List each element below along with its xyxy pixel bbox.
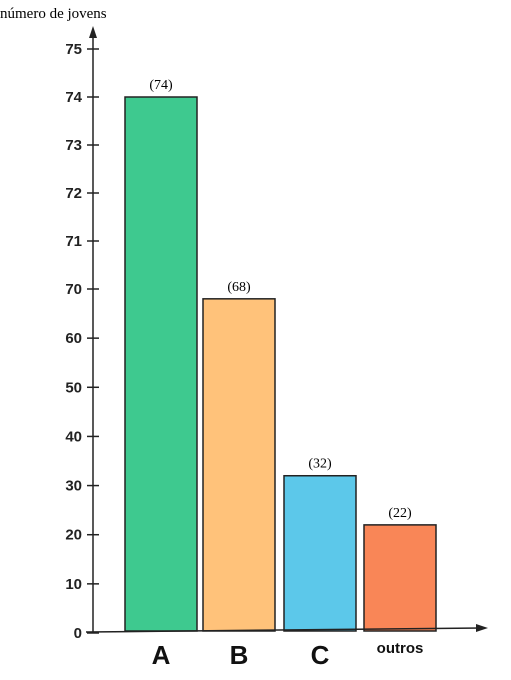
y-axis-ticks: 0 10 20 30 40 50 60 70 71 72 73 74 75: [65, 41, 99, 642]
y-tick-label: 71: [65, 233, 82, 250]
x-axis-arrow: [476, 624, 488, 632]
category-label: outros: [377, 640, 424, 657]
bar-a: [124, 96, 198, 632]
y-axis-label: número de jovens: [0, 6, 107, 22]
y-tick-label: 50: [65, 379, 82, 396]
y-tick-label: 40: [65, 428, 82, 445]
data-label: (68): [227, 280, 251, 295]
y-tick-label: 75: [65, 41, 82, 58]
data-label: (74): [149, 78, 173, 93]
y-tick-label: 74: [65, 89, 82, 106]
y-tick-label: 0: [74, 625, 82, 642]
labels: (74) A (68) B (32) C (22) outros: [149, 78, 423, 670]
y-tick-label: 73: [65, 137, 82, 154]
y-tick-label: 60: [65, 330, 82, 347]
y-tick-label: 30: [65, 478, 82, 495]
data-label: (22): [388, 506, 412, 521]
y-tick-label: 10: [65, 576, 82, 593]
y-tick-label: 20: [65, 527, 82, 544]
x-axis-line: [85, 627, 483, 633]
category-label: B: [230, 640, 249, 670]
y-tick-label: 70: [65, 281, 82, 298]
data-label: (32): [308, 457, 332, 472]
y-tick-label: 72: [65, 185, 82, 202]
bar-c: [283, 474, 357, 632]
y-axis-arrow: [89, 26, 97, 38]
category-label: A: [152, 640, 171, 670]
bar-b: [202, 298, 276, 632]
bars: [124, 96, 437, 632]
category-label: C: [311, 640, 330, 670]
bar-outros: [363, 524, 437, 632]
